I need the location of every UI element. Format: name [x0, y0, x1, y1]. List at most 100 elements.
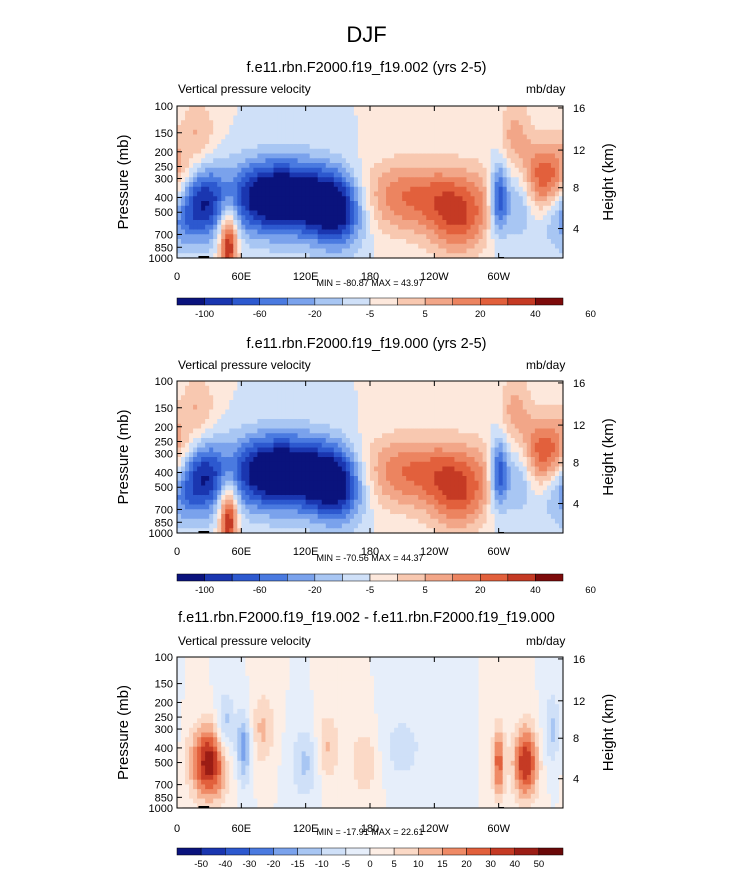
heatmap-cell — [305, 433, 311, 439]
heatmap-cell — [478, 215, 484, 221]
heatmap-cell — [454, 186, 460, 193]
heatmap-cell — [309, 129, 315, 136]
heatmap-cell — [277, 172, 283, 178]
heatmap-cell — [257, 144, 263, 150]
heatmap-cell — [486, 186, 492, 193]
heatmap-cell — [478, 115, 484, 121]
heatmap-cell — [181, 182, 186, 188]
heatmap-cell — [526, 110, 532, 117]
heatmap-cell — [382, 476, 387, 482]
heatmap-cell — [185, 106, 190, 112]
heatmap-cell — [406, 139, 411, 145]
heatmap-cell — [185, 167, 190, 174]
heatmap-cell — [297, 518, 303, 525]
heatmap-cell — [181, 442, 186, 449]
heatmap-cell — [177, 215, 182, 221]
heatmap-cell — [321, 115, 327, 121]
heatmap-cell — [205, 390, 210, 396]
heatmap-cell — [309, 144, 315, 150]
heatmap-cell — [486, 177, 492, 183]
heatmap-cell — [209, 428, 214, 434]
heatmap-cell — [253, 144, 259, 150]
heatmap-cell — [313, 518, 319, 525]
heatmap-cell — [378, 523, 383, 529]
heatmap-cell — [526, 253, 532, 259]
heatmap-cell — [249, 395, 254, 401]
heatmap-cell — [486, 234, 492, 240]
heatmap-cell — [345, 120, 351, 126]
heatmap-cell — [454, 196, 460, 202]
heatmap-cell — [341, 234, 347, 240]
heatmap-cell — [197, 466, 202, 472]
heatmap-cell — [309, 528, 315, 534]
heatmap-cell — [293, 167, 299, 174]
heatmap-cell — [542, 163, 548, 169]
heatmap-cell — [181, 452, 186, 458]
heatmap-cell — [273, 134, 279, 140]
heatmap-cell — [402, 504, 407, 510]
heatmap-cell — [450, 106, 456, 112]
heatmap-cell — [237, 125, 242, 131]
heatmap-cell — [257, 452, 263, 458]
heatmap-cell — [261, 243, 267, 250]
heatmap-cell — [333, 106, 339, 112]
heatmap-cell — [370, 172, 375, 178]
heatmap-cell — [458, 215, 464, 221]
heatmap-cell — [209, 442, 214, 449]
heatmap-cell — [185, 110, 190, 117]
heatmap-cell — [205, 248, 210, 254]
heatmap-cell — [221, 514, 226, 520]
heatmap-cell — [197, 120, 202, 126]
heatmap-cell — [370, 220, 375, 226]
heatmap-cell — [329, 485, 335, 491]
heatmap-cell — [225, 182, 230, 188]
heatmap-cell — [462, 229, 468, 235]
heatmap-cell — [333, 239, 339, 245]
heatmap-cell — [450, 134, 456, 140]
heatmap-cell — [213, 110, 218, 117]
heatmap-cell — [273, 234, 279, 240]
heatmap-cell — [434, 253, 439, 259]
heatmap-cell — [361, 476, 367, 482]
heatmap-cell — [269, 490, 275, 496]
heatmap-cell — [237, 419, 242, 425]
heatmap-cell — [386, 423, 391, 430]
heatmap-cell — [357, 134, 363, 140]
heatmap-cell — [305, 476, 311, 482]
heatmap-cell — [313, 196, 319, 202]
heatmap-cell — [321, 158, 327, 164]
heatmap-cell — [337, 215, 343, 221]
heatmap-cell — [361, 423, 367, 430]
heatmap-cell — [309, 201, 315, 207]
heatmap-cell — [181, 419, 186, 425]
heatmap-cell — [289, 471, 295, 477]
heatmap-cell — [197, 447, 202, 453]
heatmap-cell — [301, 215, 307, 221]
heatmap-cell — [197, 205, 202, 212]
heatmap-cell — [293, 144, 299, 150]
heatmap-cell — [269, 485, 275, 491]
heatmap-cell — [522, 182, 528, 188]
heatmap-cell — [462, 196, 468, 202]
heatmap-cell — [237, 220, 242, 226]
heatmap-cell — [237, 414, 242, 420]
heatmap-cell — [386, 381, 391, 387]
heatmap-cell — [538, 167, 544, 174]
heatmap-cell — [249, 490, 254, 496]
heatmap-cell — [514, 224, 520, 231]
heatmap-cell — [185, 495, 190, 501]
heatmap-cell — [530, 182, 536, 188]
heatmap-cell — [494, 172, 500, 178]
heatmap-cell — [201, 518, 206, 525]
heatmap-cell — [305, 461, 311, 468]
heatmap-cell — [365, 177, 371, 183]
heatmap-cell — [297, 400, 303, 406]
heatmap-cell — [313, 414, 319, 420]
heatmap-cell — [510, 205, 516, 212]
heatmap-cell — [293, 182, 299, 188]
heatmap-cell — [554, 239, 560, 245]
heatmap-cell — [426, 253, 431, 259]
heatmap-cell — [357, 504, 363, 510]
heatmap-cell — [422, 115, 427, 121]
heatmap-cell — [386, 490, 391, 496]
